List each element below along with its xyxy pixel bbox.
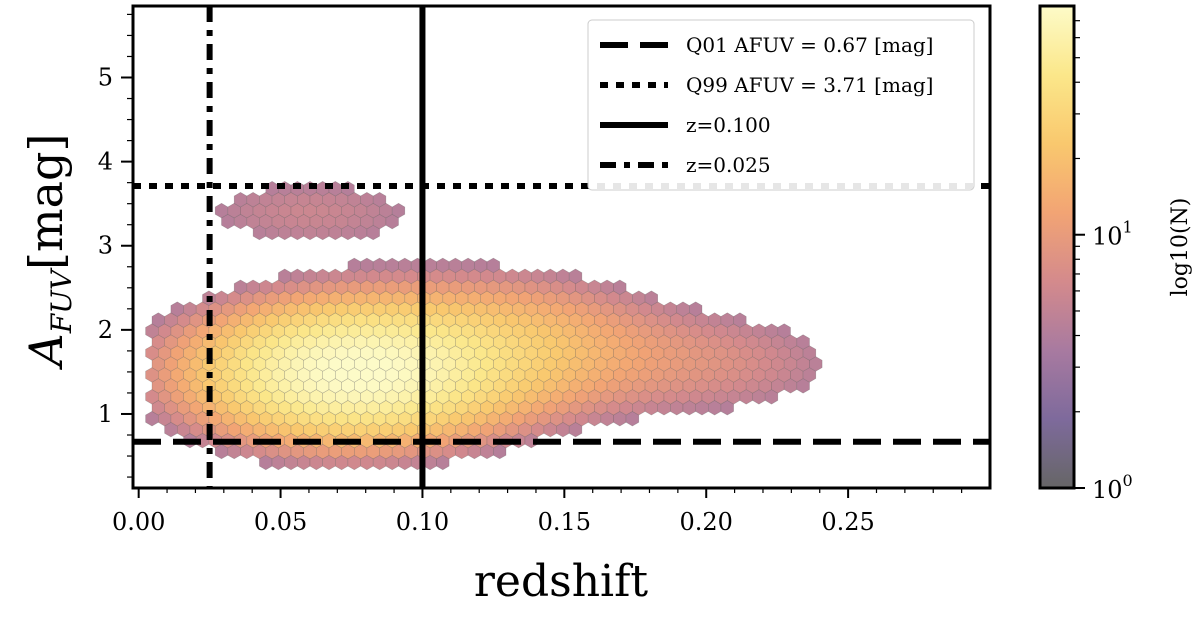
- y-tick-label: 1: [98, 400, 113, 428]
- hexbin-cell: [530, 268, 545, 284]
- hexbin-cell: [644, 290, 659, 306]
- y-tick-label: 5: [98, 64, 113, 92]
- hexbin-cell: [391, 202, 406, 219]
- hexbin-cell: [505, 268, 519, 284]
- y-tick-label: 4: [98, 148, 113, 176]
- hexbin-cell: [278, 268, 292, 284]
- legend-label: z=0.025: [686, 153, 771, 177]
- y-axis-label: AFUV[mag]: [19, 134, 78, 371]
- hexbin-cell: [328, 268, 342, 284]
- hexbin-cell: [290, 268, 305, 284]
- hexbin-cell: [613, 279, 627, 295]
- x-tick-label: 0.00: [112, 508, 165, 536]
- hexbin-cell: [796, 334, 810, 350]
- colorbar-tick-label: 100: [1092, 471, 1133, 504]
- x-tick-label: 0.05: [254, 508, 307, 536]
- hexbin-cell: [518, 268, 532, 284]
- hexbin-cell: [556, 268, 570, 284]
- hexbin-cell: [733, 312, 747, 328]
- colorbar-tick-label: 101: [1092, 218, 1133, 251]
- legend-label: z=0.100: [686, 113, 771, 137]
- hexbin-cell: [486, 257, 501, 274]
- reference-lines: [133, 6, 990, 488]
- hexbin-layer: [145, 181, 823, 471]
- hexbin-cell: [214, 290, 229, 306]
- x-tick-label: 0.15: [538, 508, 591, 536]
- legend: Q01 AFUV = 0.67 [mag] Q99 AFUV = 3.71 [ma…: [587, 19, 975, 191]
- x-tick-label: 0.25: [821, 508, 874, 536]
- hexbin-cell: [688, 301, 703, 317]
- colorbar: 100 101 log10(N): [1038, 4, 1193, 504]
- hexbin-cell: [568, 268, 583, 284]
- hexbin-cell: [214, 202, 229, 219]
- x-axis-label: redshift: [474, 556, 649, 607]
- hexbin-cell: [707, 312, 722, 328]
- y-tick-label: 3: [98, 232, 113, 260]
- hexbin-cell: [372, 192, 387, 208]
- y-tick-label: 2: [98, 316, 113, 344]
- hexbin-cell: [543, 268, 557, 284]
- hexbin-cell: [720, 312, 734, 328]
- y-axis-label-unit: [mag]: [19, 134, 73, 270]
- hexbin-cell: [303, 268, 317, 284]
- colorbar-label: log10(N): [1168, 198, 1193, 297]
- legend-label: Q01 AFUV = 0.67 [mag]: [686, 33, 933, 57]
- hexbin-cell: [777, 323, 791, 339]
- y-axis-label-sub: FUV: [45, 267, 78, 334]
- y-axis: 1 2 3 4 5: [98, 13, 133, 478]
- x-tick-label: 0.10: [396, 508, 449, 536]
- x-axis: 0.00 0.05 0.10 0.15 0.20 0.25: [112, 488, 963, 536]
- y-axis-label-main: A: [19, 333, 73, 370]
- colorbar-fill: [1040, 6, 1074, 488]
- hexbin-cell: [315, 268, 330, 284]
- legend-box: [587, 19, 975, 191]
- hexbin-cell: [151, 312, 165, 328]
- colorbar-frame: [1038, 4, 1076, 490]
- svg-text:AFUV[mag]: AFUV[mag]: [19, 134, 78, 371]
- plot-frame: [131, 4, 992, 490]
- legend-label: Q99 AFUV = 3.71 [mag]: [686, 73, 933, 97]
- x-tick-label: 0.20: [680, 508, 733, 536]
- hexbin-cell: [632, 290, 646, 306]
